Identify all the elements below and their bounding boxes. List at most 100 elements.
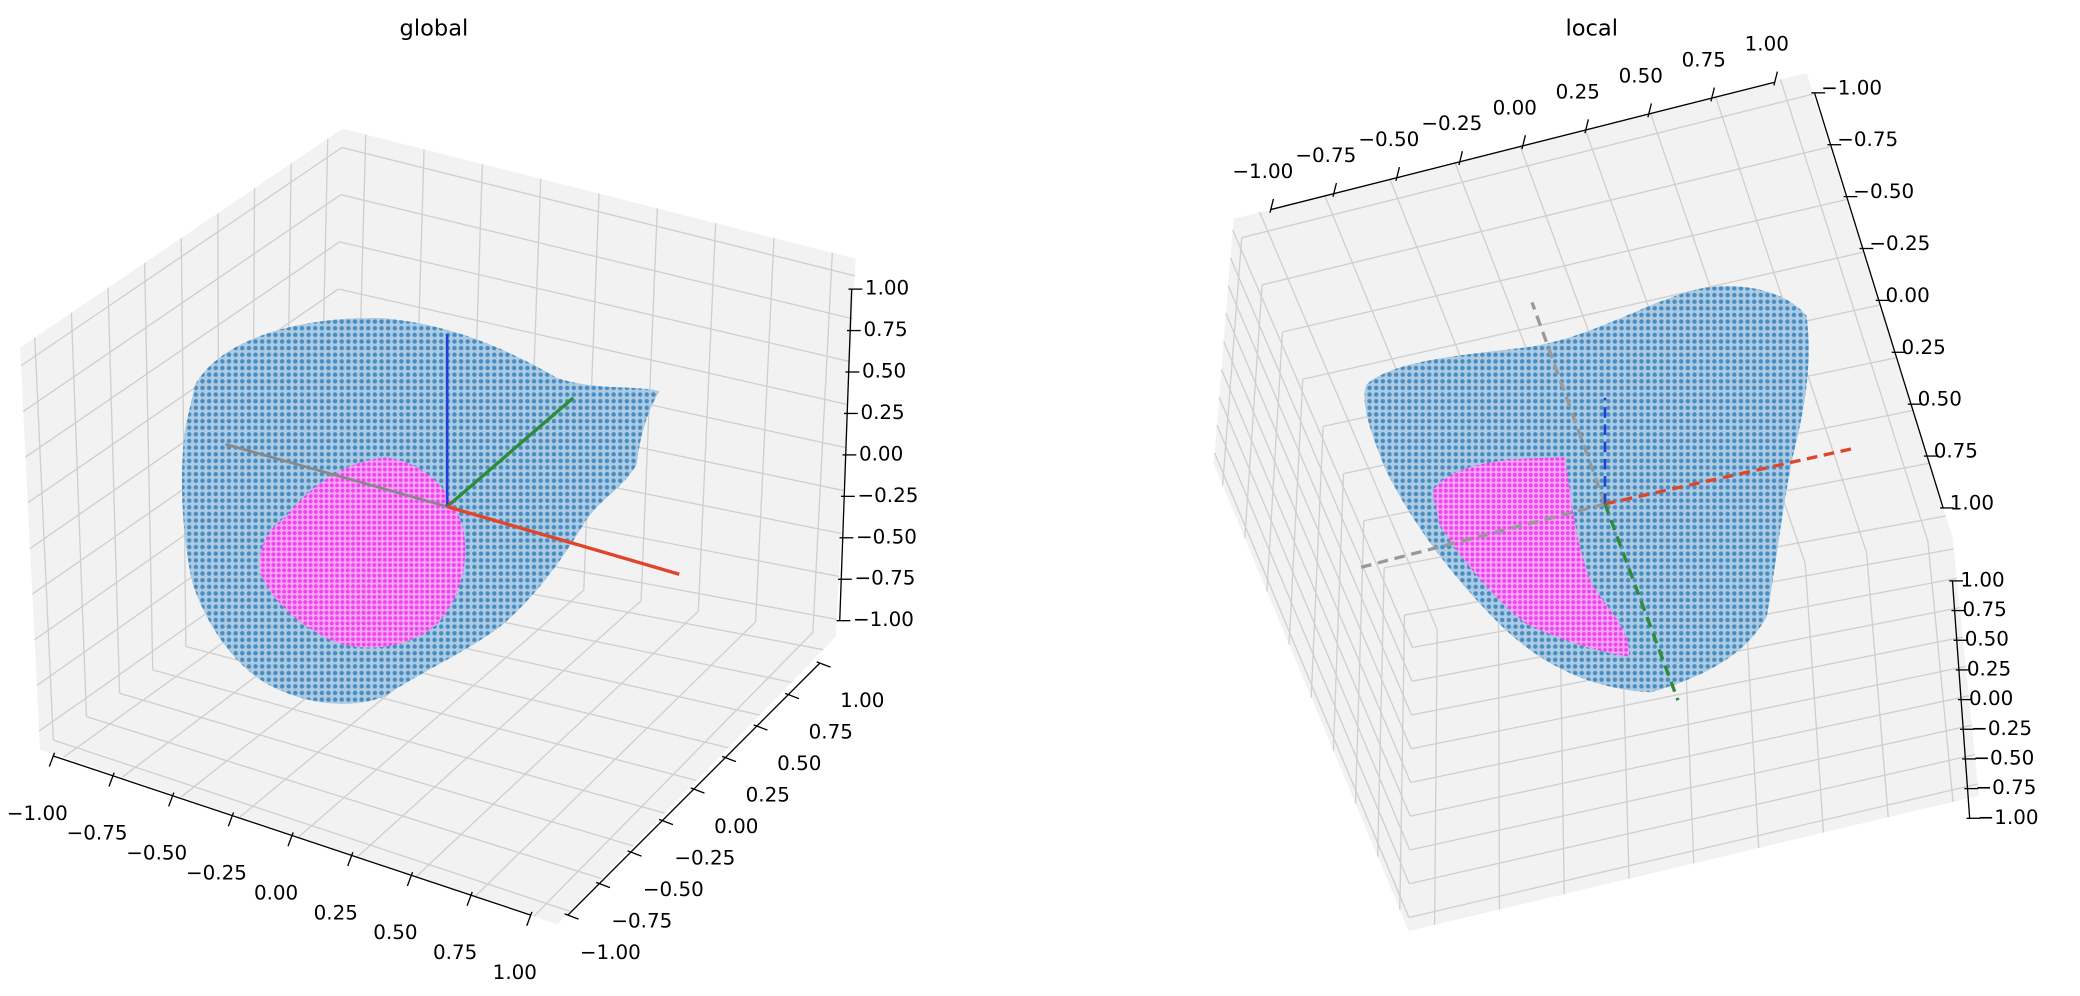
tick-mark [108, 772, 115, 787]
tick-mark [1269, 198, 1275, 213]
pane [1213, 218, 1413, 932]
y-tick-label: 1.00 [1950, 491, 1994, 514]
grid-line [340, 194, 853, 320]
y-tick-label: 0.75 [809, 721, 853, 744]
subplot-title: global [400, 16, 469, 42]
grid-line [1232, 229, 1414, 648]
x-tick-label: 0.25 [1556, 80, 1600, 103]
x-tick-label: 1.00 [1745, 33, 1789, 56]
z-tick-label: −1.00 [1978, 806, 2039, 829]
x-tick-label: −0.50 [1358, 128, 1419, 151]
z-tick-label: −0.25 [1971, 717, 2032, 740]
tick-mark [721, 755, 737, 763]
z-tick-label: −0.75 [854, 567, 915, 590]
y-tick-label: 0.50 [1918, 388, 1962, 411]
frame-axes [225, 334, 680, 576]
y-tick-label: −0.25 [1869, 232, 1930, 255]
z-tick-label: −0.75 [1975, 776, 2036, 799]
tick-mark [406, 871, 414, 887]
tick-mark [526, 911, 533, 926]
tick-mark [627, 850, 642, 857]
z-tick-label: −1.00 [853, 608, 914, 631]
z-tick-label: −0.50 [856, 525, 917, 548]
grid-line [25, 241, 340, 458]
z-tick-label: −0.50 [1973, 746, 2034, 769]
grid-line [339, 241, 851, 363]
x-tick-label: 0.00 [1493, 96, 1537, 119]
grid-line [1282, 198, 1847, 333]
tick-mark [168, 792, 175, 807]
z-tick-label: 0.75 [1963, 598, 2007, 621]
x-tick-label: −1.00 [7, 802, 68, 825]
y-tick-label: 0.00 [714, 815, 758, 838]
x-tick-label: 1.00 [493, 961, 537, 984]
grid-line [86, 715, 602, 880]
grid-line [338, 288, 849, 406]
grid-line [119, 692, 634, 847]
grid-line [1225, 313, 1412, 749]
frame-axes [1359, 301, 1855, 701]
tick-mark [784, 692, 800, 700]
grid-line [1218, 397, 1411, 851]
tick-mark [1710, 87, 1716, 102]
y-tick-label: −0.75 [611, 910, 672, 933]
grid-line [1214, 452, 1410, 918]
y-tick-label: −0.50 [643, 878, 704, 901]
x-tick-label: −1.00 [1232, 160, 1293, 183]
grid-line [1227, 285, 1413, 716]
tick-mark [816, 661, 831, 668]
grid-line [22, 194, 342, 412]
tick-mark [690, 787, 705, 794]
tick-mark [1773, 71, 1779, 86]
tick-mark [227, 812, 235, 827]
x-tick-label: −0.50 [126, 842, 187, 865]
y-tick-label: −1.00 [1821, 76, 1882, 99]
x-tick-label: 0.50 [1619, 64, 1663, 87]
tick-mark [564, 913, 579, 920]
point-cloud [1364, 286, 1809, 693]
x-tick-label: 0.25 [314, 901, 358, 924]
grid-line [53, 739, 571, 912]
grid-line [1409, 724, 1972, 851]
grid-line [1261, 146, 1830, 286]
y-tick-label: −1.00 [580, 941, 641, 964]
z-tick-label: 0.00 [1969, 687, 2013, 710]
x-tick-label: 0.00 [254, 881, 298, 904]
x-tick-label: 0.75 [433, 941, 477, 964]
z-tick-label: 0.00 [859, 442, 903, 465]
grid-line [1223, 341, 1412, 783]
x-tick-label: −0.75 [67, 822, 128, 845]
grid-line [341, 146, 855, 277]
tick-mark [48, 752, 56, 767]
subplot-title: local [1565, 16, 1618, 42]
y-tick-label: 0.50 [777, 752, 821, 775]
grid-line [27, 288, 339, 504]
tick-mark [658, 818, 674, 826]
grid-line [1410, 695, 1969, 817]
grid-line [20, 146, 343, 367]
axes: −1.00−0.75−0.50−0.250.000.250.500.751.00… [7, 277, 918, 984]
tick-mark [287, 832, 294, 847]
z-tick-label: 1.00 [865, 277, 909, 300]
z-tick-label: −0.25 [857, 484, 918, 507]
grid-line [1241, 93, 1814, 239]
tick-mark [1332, 182, 1338, 197]
y-tick-label: 0.00 [1885, 284, 1929, 307]
y-tick-label: 1.00 [840, 689, 884, 712]
z-tick-label: 0.75 [863, 318, 907, 341]
x-tick-label: 0.75 [1682, 49, 1726, 72]
tick-mark [1395, 166, 1401, 182]
tick-mark [1521, 135, 1527, 150]
z-tick-label: 0.50 [862, 360, 906, 383]
grid-line [1408, 783, 1978, 919]
z-tick-label: 1.00 [1960, 568, 2004, 591]
tick-mark [595, 881, 611, 889]
x-tick-label: −0.25 [1421, 112, 1482, 135]
x-tick-label: −0.25 [186, 861, 247, 884]
x-tick-label: −0.75 [1295, 144, 1356, 167]
tick-mark [466, 891, 473, 907]
y-tick-label: 0.75 [1934, 440, 1978, 463]
grid-line [1216, 424, 1410, 885]
